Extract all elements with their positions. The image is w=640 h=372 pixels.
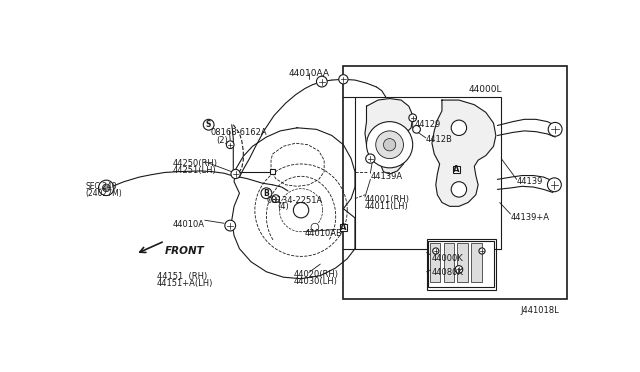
Circle shape [272, 195, 280, 202]
Text: 44250(RH): 44250(RH) [172, 158, 218, 168]
Circle shape [413, 125, 420, 133]
Bar [355, 97, 501, 249]
Bar [428, 241, 493, 287]
Circle shape [204, 119, 214, 130]
Circle shape [365, 154, 375, 163]
Text: 44011(LH): 44011(LH) [365, 202, 409, 211]
Text: (4): (4) [277, 202, 289, 212]
Text: 08168-6162A: 08168-6162A [211, 128, 268, 137]
Text: S: S [206, 120, 211, 129]
Text: (2): (2) [216, 135, 228, 144]
Circle shape [261, 188, 272, 199]
Text: 44129: 44129 [414, 120, 440, 129]
Polygon shape [432, 100, 496, 206]
Polygon shape [365, 99, 413, 174]
Text: (24027M): (24027M) [86, 189, 122, 198]
Bar [471, 243, 482, 282]
Circle shape [547, 178, 561, 192]
Text: 44010AB: 44010AB [305, 230, 343, 238]
Circle shape [339, 75, 348, 84]
Circle shape [433, 248, 439, 254]
Bar [453, 166, 460, 173]
Text: A: A [340, 224, 347, 232]
Circle shape [409, 114, 417, 122]
Circle shape [548, 122, 562, 136]
Text: 44151  (RH): 44151 (RH) [157, 272, 207, 281]
Text: 44010A: 44010A [172, 220, 204, 229]
Bar [270, 169, 275, 174]
Circle shape [455, 266, 463, 273]
Circle shape [99, 180, 114, 196]
Text: 44020(RH): 44020(RH) [293, 270, 339, 279]
Bar [344, 66, 566, 299]
Circle shape [383, 139, 396, 151]
Text: FRONT: FRONT [164, 246, 205, 256]
Text: 44139A: 44139A [371, 172, 403, 181]
Text: A: A [453, 165, 460, 174]
Text: 44010AA: 44010AA [288, 69, 329, 78]
Circle shape [367, 122, 413, 168]
Circle shape [311, 223, 319, 231]
Circle shape [225, 220, 236, 231]
Circle shape [231, 169, 240, 179]
Bar [429, 243, 440, 282]
Text: 44139: 44139 [516, 177, 543, 186]
Circle shape [102, 184, 110, 192]
Circle shape [451, 182, 467, 197]
Text: 44251(LH): 44251(LH) [172, 166, 216, 174]
Circle shape [479, 248, 485, 254]
Bar [427, 240, 496, 289]
Text: 44030(LH): 44030(LH) [293, 277, 337, 286]
Bar [340, 224, 347, 231]
Circle shape [293, 202, 308, 218]
Text: 08134-2251A: 08134-2251A [266, 196, 323, 205]
Text: 44080K: 44080K [432, 268, 464, 277]
Text: J441018L: J441018L [520, 307, 559, 315]
Circle shape [451, 120, 467, 135]
Text: 44001(RH): 44001(RH) [365, 195, 410, 204]
Bar [458, 243, 468, 282]
Text: 44151+A(LH): 44151+A(LH) [157, 279, 213, 288]
Text: B: B [264, 189, 269, 198]
Text: 44139+A: 44139+A [511, 212, 550, 221]
Text: 44000L: 44000L [468, 85, 502, 94]
Circle shape [376, 131, 403, 158]
Bar [444, 243, 454, 282]
Text: SEC.240: SEC.240 [86, 182, 117, 191]
Text: 4412B: 4412B [426, 135, 452, 144]
Circle shape [316, 76, 327, 87]
Circle shape [227, 141, 234, 148]
Text: 44000K: 44000K [432, 254, 464, 263]
